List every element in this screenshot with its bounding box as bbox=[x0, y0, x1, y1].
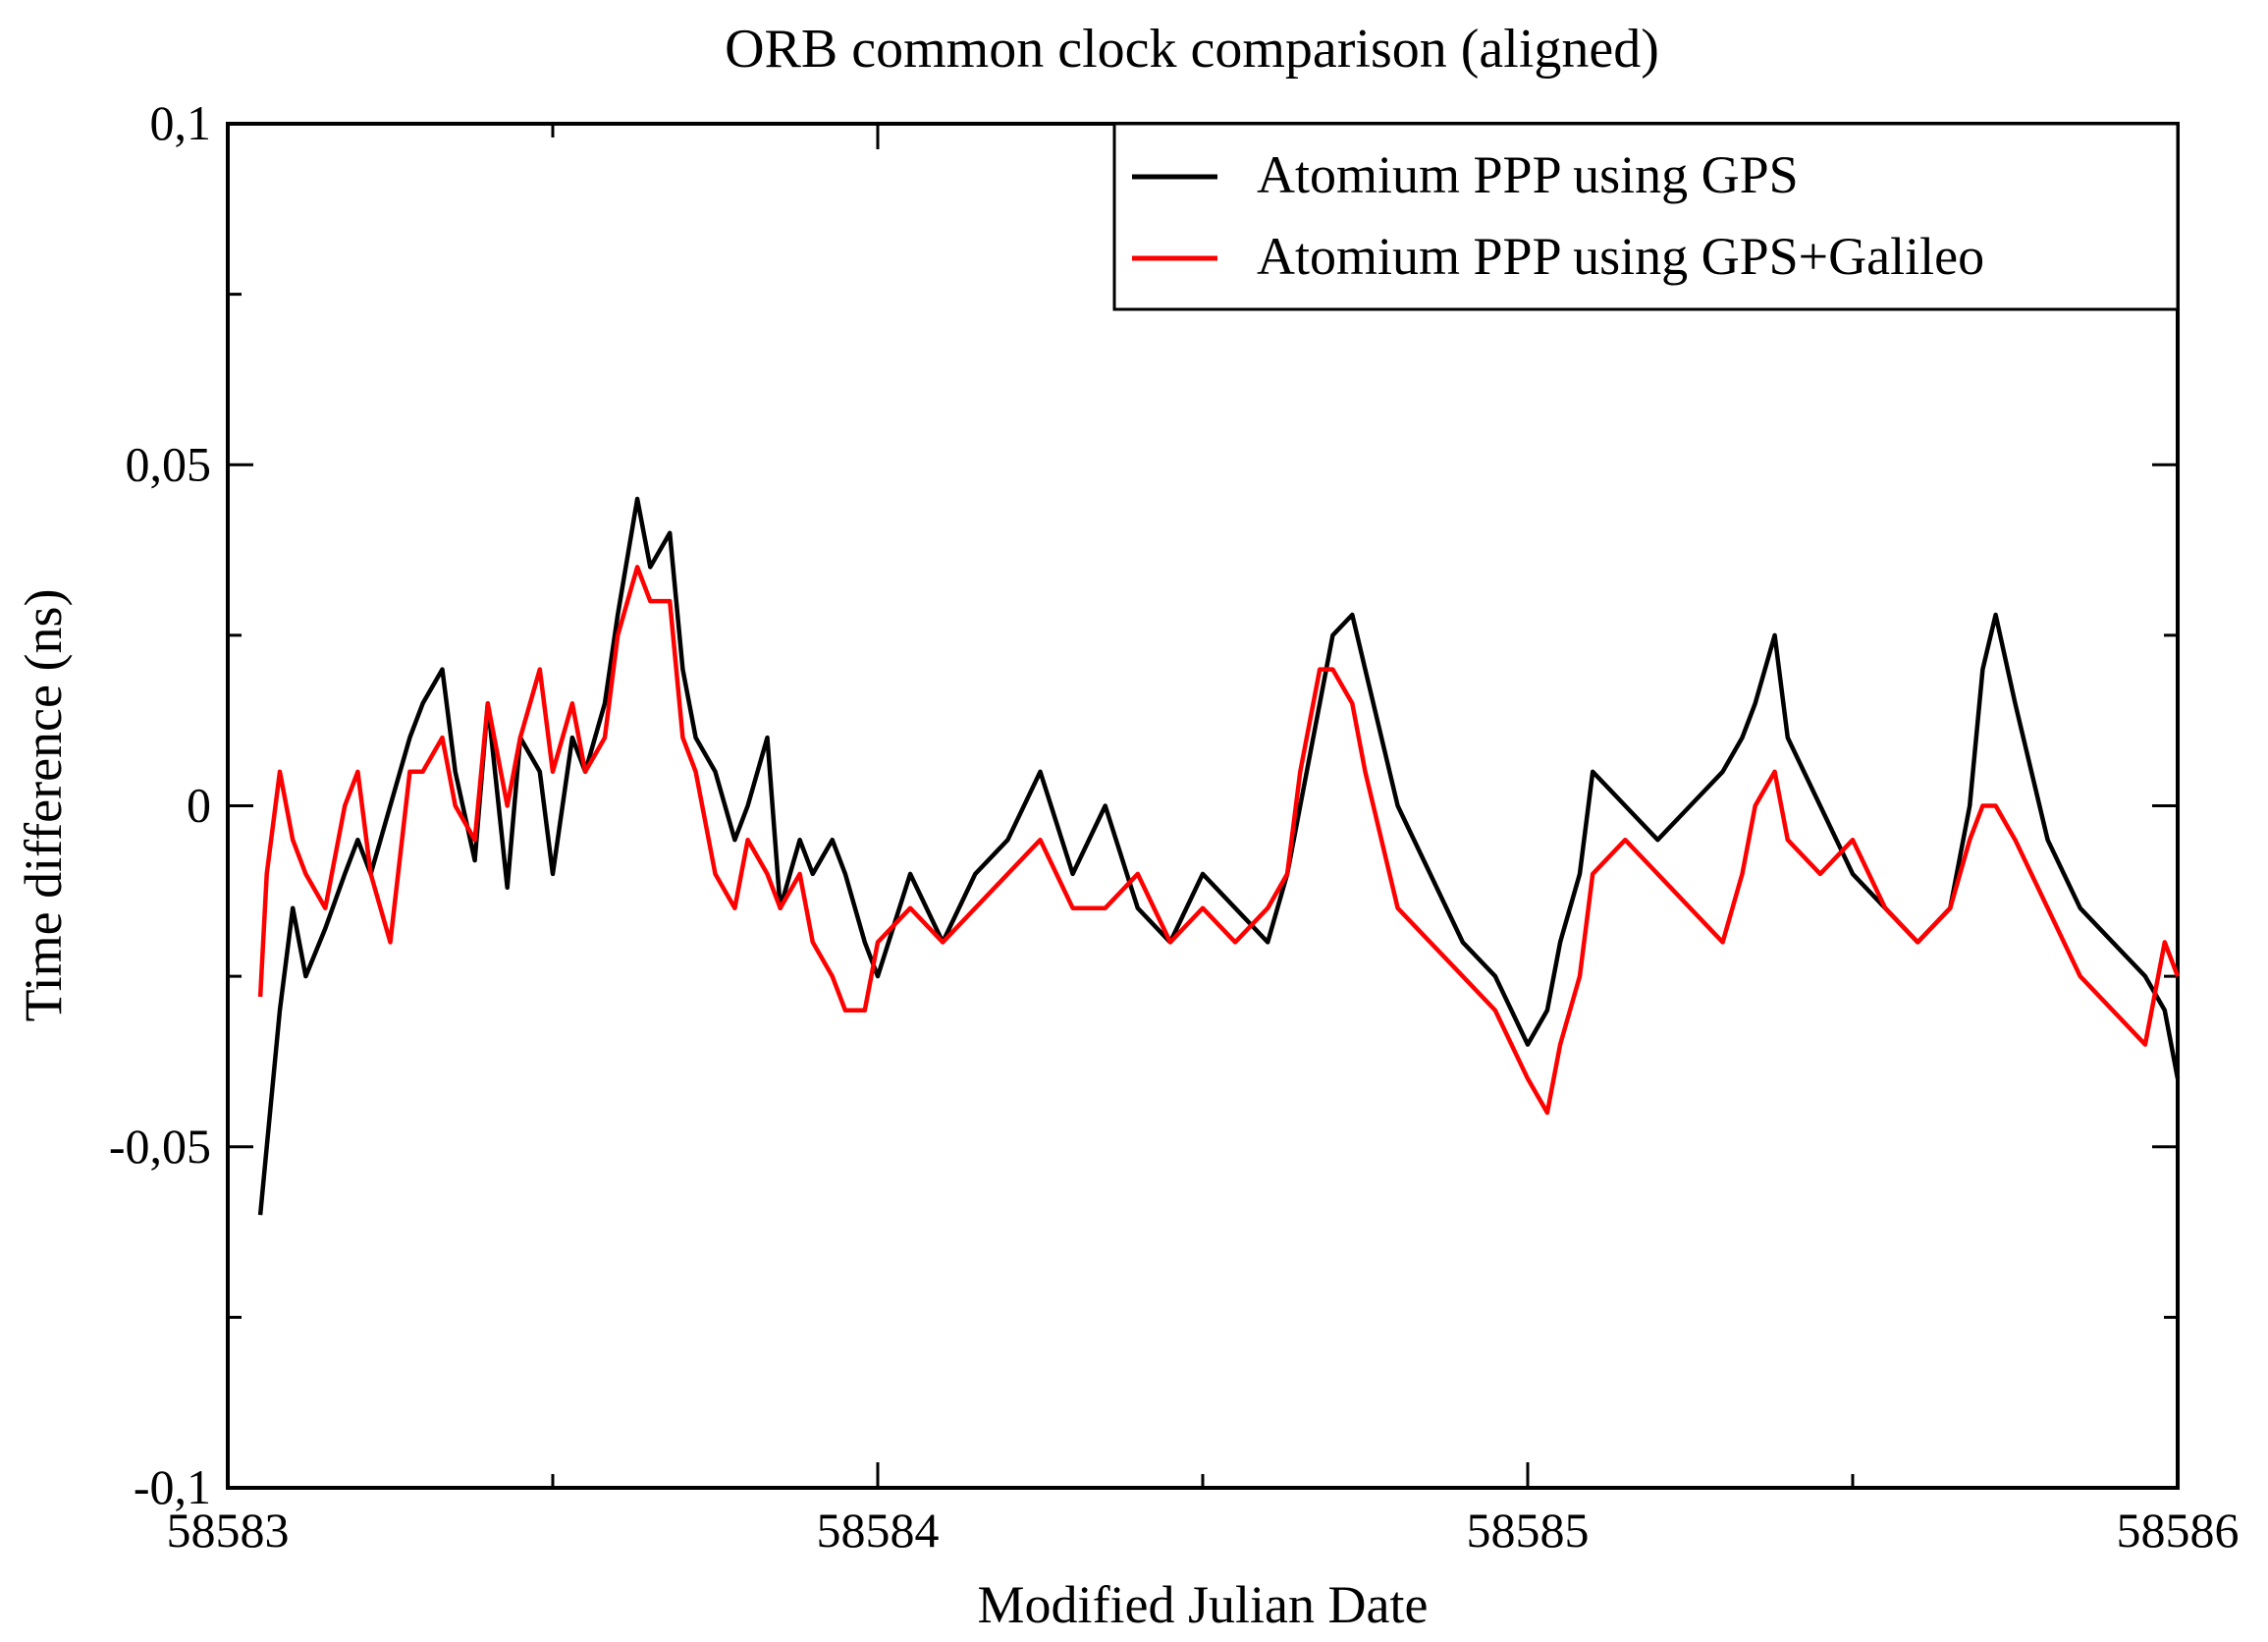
series-line-gps-galileo bbox=[257, 565, 2181, 1116]
legend-label-gps: Atomium PPP using GPS bbox=[1257, 145, 1799, 204]
y-axis-label: Time difference (ns) bbox=[14, 589, 73, 1022]
x-axis-label: Modified Julian Date bbox=[978, 1575, 1429, 1634]
x-tick-label: 58585 bbox=[1467, 1503, 1590, 1558]
y-tick-labels: -0,1 -0,05 0 0,05 0,1 bbox=[109, 95, 211, 1514]
legend: Atomium PPP using GPS Atomium PPP using … bbox=[1112, 122, 2180, 311]
y-tick-label: 0 bbox=[187, 778, 211, 833]
legend-label-gps-galileo: Atomium PPP using GPS+Galileo bbox=[1257, 227, 1984, 286]
legend-box bbox=[1112, 122, 2180, 311]
x-tick-label: 58583 bbox=[167, 1503, 290, 1558]
series-layer bbox=[257, 496, 2181, 1216]
x-tick-label: 58586 bbox=[2117, 1503, 2240, 1558]
y-tick-label: 0,1 bbox=[150, 95, 212, 150]
x-tick-label: 58584 bbox=[817, 1503, 940, 1558]
y-tick-label: -0,1 bbox=[134, 1459, 211, 1514]
chart-title: ORB common clock comparison (aligned) bbox=[725, 19, 1659, 80]
series-line-gps bbox=[257, 496, 2181, 1216]
y-tick-label: -0,05 bbox=[109, 1119, 211, 1174]
y-tick-label: 0,05 bbox=[126, 436, 212, 491]
x-tick-labels: 58583 58584 58585 58586 bbox=[167, 1503, 2240, 1558]
axis-ticks bbox=[226, 122, 2180, 1490]
plot-area bbox=[226, 122, 2181, 1490]
plot-frame bbox=[226, 122, 2180, 1490]
